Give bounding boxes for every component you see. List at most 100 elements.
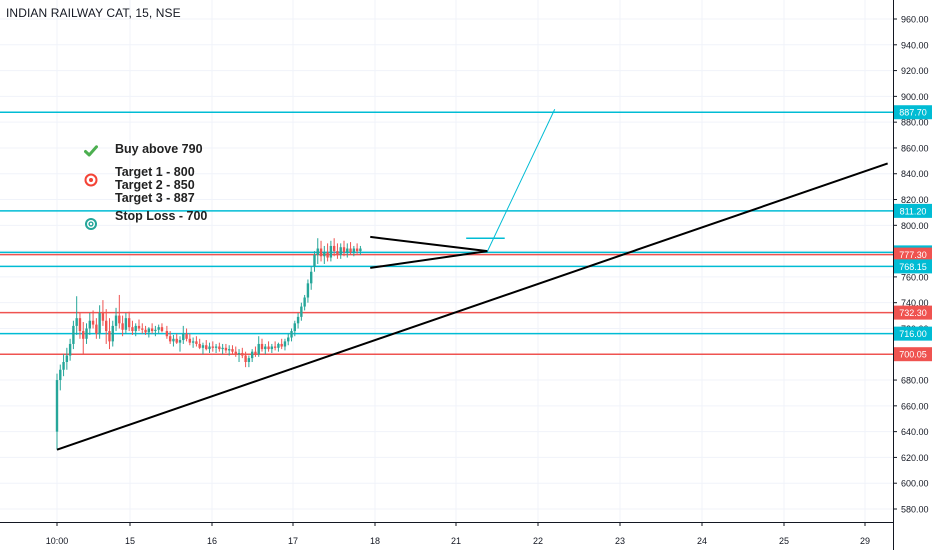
y-tick-label: 740.00: [901, 298, 929, 308]
candle-body: [316, 248, 319, 255]
price-level-tag[interactable]: [894, 203, 932, 218]
price-level-tag-label: 887.70: [899, 108, 927, 118]
y-tick-label: 920.00: [901, 66, 929, 76]
candle-body: [326, 252, 329, 258]
y-tick-label: 880.00: [901, 118, 929, 128]
candle-body: [234, 351, 237, 355]
candle-body: [165, 331, 169, 337]
chart-title: INDIAN RAILWAY CAT, 15, NSE: [6, 6, 181, 20]
candle-body: [260, 343, 264, 350]
price-level-tag[interactable]: [894, 347, 932, 362]
candle-body: [352, 248, 356, 253]
candle-body: [270, 346, 274, 350]
y-tick-label: 680.00: [901, 376, 929, 386]
candle-body: [221, 347, 224, 350]
candle-body: [95, 324, 98, 334]
candle-body: [336, 251, 339, 255]
candle-body: [191, 341, 195, 343]
candle-body: [218, 346, 221, 350]
candle-body: [296, 316, 300, 324]
price-level-tag[interactable]: [894, 259, 932, 274]
candle-body: [201, 345, 205, 348]
candle-body: [150, 328, 154, 332]
candle-body: [283, 341, 287, 347]
candle-body: [355, 248, 359, 252]
stop-loss-note: Stop Loss - 700: [115, 209, 208, 223]
price-level-tag[interactable]: [894, 326, 932, 341]
candle-body: [147, 328, 151, 333]
candle-body: [195, 341, 198, 344]
price-level-tag[interactable]: [894, 247, 932, 262]
candle-body: [188, 338, 192, 343]
candle-body: [55, 380, 59, 432]
x-tick-label: 23: [615, 536, 625, 546]
x-tick-label: 15: [125, 536, 135, 546]
candle-body: [160, 327, 164, 332]
candle-body: [185, 333, 188, 339]
candle-body: [319, 248, 323, 257]
candle-body: [306, 283, 310, 298]
candle-body: [310, 271, 313, 284]
target-projection-line[interactable]: [487, 109, 556, 252]
y-tick-label: 600.00: [901, 479, 929, 489]
price-level-tag-label: 732.30: [899, 308, 927, 318]
candle-body: [349, 248, 352, 253]
candle-body: [114, 315, 118, 326]
candle-body: [127, 318, 131, 328]
check-icon: [84, 144, 98, 157]
candle-body: [287, 337, 290, 342]
candle-body: [141, 328, 144, 330]
candle-body: [277, 343, 280, 348]
price-level-tag[interactable]: [894, 105, 932, 120]
candle-body: [157, 327, 160, 330]
pennant-lower-line[interactable]: [370, 250, 488, 269]
price-level-tag-label: 700.05: [899, 350, 927, 360]
y-tick-label: 840.00: [901, 169, 929, 179]
y-tick-label: 800.00: [901, 221, 929, 231]
candle-body: [342, 247, 346, 253]
candle-body: [254, 351, 257, 355]
price-level-tag-label: 811.20: [900, 206, 927, 216]
y-tick-label: 940.00: [901, 40, 929, 50]
candle-body: [98, 313, 101, 334]
candle-body: [85, 328, 88, 339]
x-tick-label: 21: [451, 536, 461, 546]
candle-body: [65, 355, 69, 362]
y-tick-label: 960.00: [901, 15, 929, 25]
candle-body: [82, 331, 85, 339]
candle-body: [111, 325, 114, 342]
x-tick-label: 10:00: [46, 536, 69, 546]
ascending-trendline[interactable]: [56, 162, 888, 451]
y-tick-label: 660.00: [901, 401, 929, 411]
candle-body: [137, 325, 141, 329]
candle-body: [346, 248, 349, 253]
candle-body: [59, 369, 62, 381]
candle-body: [224, 347, 228, 351]
x-tick-label: 25: [779, 536, 789, 546]
candle-body: [303, 297, 306, 307]
candle-body: [267, 346, 270, 350]
y-tick-label: 860.00: [901, 143, 929, 153]
price-level-tag-label: 768.15: [899, 262, 927, 272]
pennant-upper-line[interactable]: [370, 235, 488, 253]
candle-body: [300, 306, 303, 317]
candle-body: [211, 346, 214, 348]
y-tick-label: 580.00: [901, 505, 929, 515]
candle-body: [78, 318, 82, 332]
candle-body: [121, 323, 124, 330]
candle-body: [293, 323, 296, 332]
candle-body: [247, 358, 251, 362]
candle-body: [205, 345, 208, 350]
targets-note: Target 1 - 800 Target 2 - 850 Target 3 -…: [115, 165, 195, 205]
candle-body: [91, 320, 95, 325]
candle-body: [108, 331, 111, 342]
price-level-tag[interactable]: [894, 305, 932, 320]
candle-body: [359, 248, 362, 252]
candle-body: [182, 333, 185, 341]
candle-body: [228, 349, 231, 351]
x-tick-label: 16: [207, 536, 217, 546]
candle-body: [264, 346, 267, 350]
candle-body: [75, 318, 78, 326]
